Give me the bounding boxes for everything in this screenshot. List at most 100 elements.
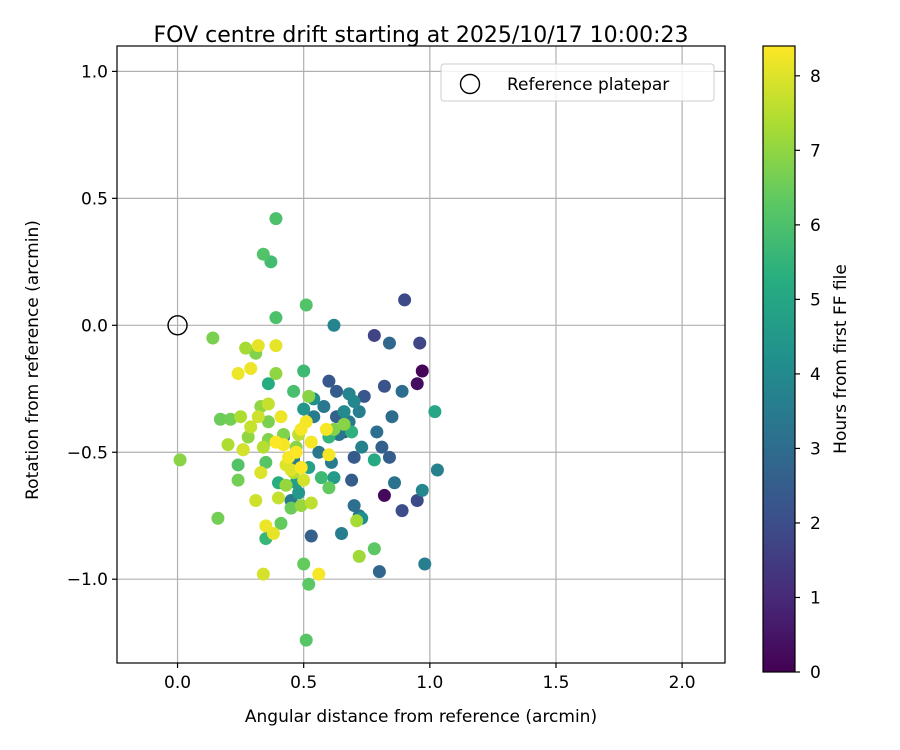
data-point <box>367 328 381 342</box>
data-point <box>382 336 396 350</box>
data-point <box>254 466 268 480</box>
data-point <box>234 410 248 424</box>
data-point <box>312 445 326 459</box>
data-point <box>410 377 424 391</box>
x-tick-label: 1.5 <box>542 673 569 693</box>
data-point <box>377 488 391 502</box>
colorbar-tick-label: 7 <box>810 141 821 161</box>
colorbar-tick-label: 4 <box>810 365 821 385</box>
data-point <box>269 367 283 381</box>
data-point <box>367 542 381 556</box>
data-point <box>319 422 333 436</box>
data-point <box>410 493 424 507</box>
data-point <box>259 519 273 533</box>
x-tick-label: 0.5 <box>290 673 317 693</box>
data-point <box>322 448 336 462</box>
data-point <box>352 405 366 419</box>
data-point <box>256 247 270 261</box>
data-point <box>284 463 298 477</box>
data-points <box>173 212 444 647</box>
data-point <box>239 341 253 355</box>
y-axis-ticks: 1.0 0.5 0.0 −0.5 −1.0 <box>67 62 117 590</box>
data-point <box>244 361 258 375</box>
legend-label: Reference platepar <box>507 75 669 95</box>
data-point <box>287 384 301 398</box>
data-point <box>269 311 283 325</box>
data-point <box>302 577 316 591</box>
data-point <box>299 633 313 647</box>
data-point <box>377 379 391 393</box>
data-point <box>367 453 381 467</box>
data-point <box>395 504 409 518</box>
reference-platepar-marker <box>167 315 188 336</box>
data-point <box>299 415 313 429</box>
x-axis-label: Angular distance from reference (arcmin) <box>245 707 597 727</box>
data-point <box>337 405 351 419</box>
colorbar-tick-label: 1 <box>810 588 821 608</box>
y-tick-label: −0.5 <box>67 443 108 463</box>
data-point <box>329 384 343 398</box>
data-point <box>236 443 250 457</box>
data-point <box>249 493 263 507</box>
data-point <box>304 529 318 543</box>
data-point <box>269 435 283 449</box>
data-point <box>259 455 273 469</box>
plot-area <box>117 46 725 663</box>
data-point <box>322 374 336 388</box>
data-point <box>251 410 265 424</box>
data-point <box>251 339 265 353</box>
data-point <box>231 367 245 381</box>
data-point <box>173 453 187 467</box>
data-point <box>299 298 313 312</box>
colorbar: 0 1 2 3 4 5 6 7 8 Hours from first FF file <box>762 45 851 683</box>
data-point <box>294 499 308 513</box>
data-point <box>304 435 318 449</box>
data-point <box>382 450 396 464</box>
data-point <box>430 463 444 477</box>
data-point <box>347 394 361 408</box>
data-point <box>375 440 389 454</box>
x-axis-ticks: 0.0 0.5 1.0 1.5 2.0 <box>164 663 696 693</box>
data-point <box>211 511 225 525</box>
data-point <box>289 445 303 459</box>
data-point <box>350 514 364 528</box>
data-point <box>256 440 270 454</box>
colorbar-tick-label: 2 <box>810 514 821 534</box>
colorbar-tick-label: 0 <box>810 663 821 683</box>
data-point <box>297 402 311 416</box>
data-point <box>241 430 255 444</box>
data-point <box>302 389 316 403</box>
data-point <box>352 549 366 563</box>
data-point <box>231 458 245 472</box>
data-point <box>297 473 311 487</box>
data-point <box>327 471 341 485</box>
legend-marker <box>459 73 481 95</box>
data-point <box>213 412 227 426</box>
data-point <box>224 412 238 426</box>
data-point <box>292 486 306 500</box>
plot-frame <box>116 45 726 664</box>
data-point <box>398 293 412 307</box>
data-point <box>274 516 288 530</box>
colorbar-gradient <box>763 46 795 672</box>
data-point <box>385 410 399 424</box>
y-tick-label: −1.0 <box>67 570 108 590</box>
colorbar-label: Hours from first FF file <box>831 264 851 454</box>
y-tick-label: 0.0 <box>81 316 108 336</box>
data-point <box>297 364 311 378</box>
data-point <box>294 460 308 474</box>
data-point <box>388 476 402 490</box>
data-point <box>415 364 429 378</box>
data-point <box>231 473 245 487</box>
data-point <box>317 400 331 414</box>
data-point <box>347 499 361 513</box>
legend-box <box>440 63 715 102</box>
x-tick-label: 1.0 <box>416 673 443 693</box>
data-point <box>327 318 341 332</box>
data-point <box>418 557 432 571</box>
colorbar-tick-label: 3 <box>810 439 821 459</box>
reference-marker-group <box>167 315 188 336</box>
data-point <box>274 410 288 424</box>
data-point <box>271 491 285 505</box>
